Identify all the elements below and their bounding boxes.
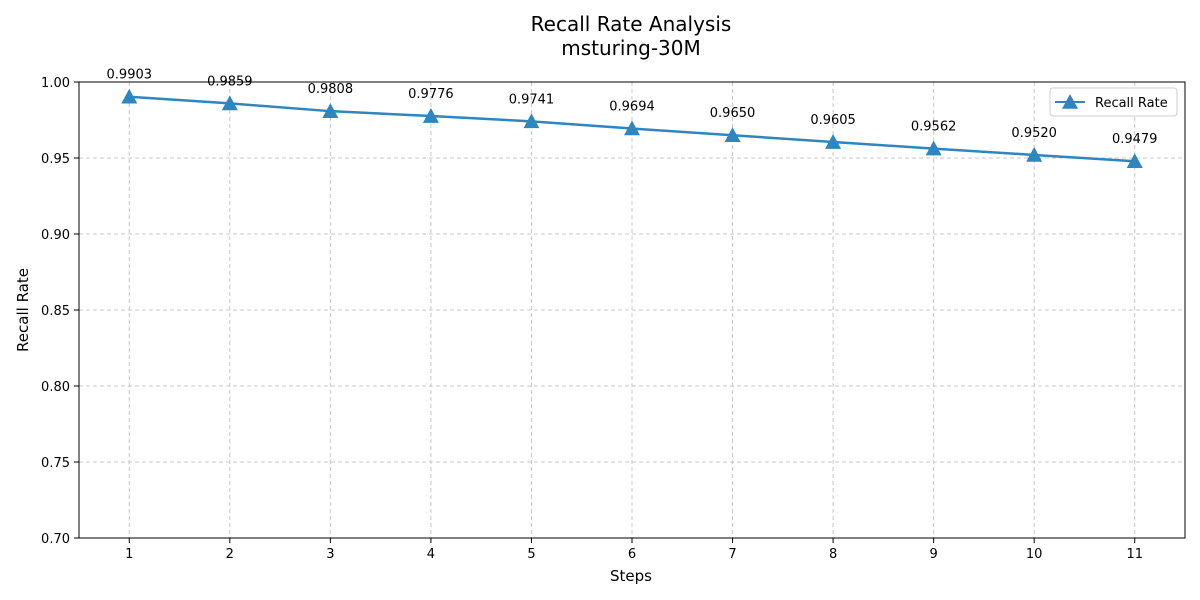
data-point-marker (925, 140, 942, 156)
grid-layer (79, 82, 1185, 538)
data-value-label: 0.9562 (911, 120, 957, 135)
x-tick-label: 6 (628, 547, 636, 562)
x-tick-label: 7 (728, 547, 736, 562)
data-point-marker (221, 95, 238, 111)
legend-label: Recall Rate (1095, 96, 1168, 111)
y-tick-label: 0.90 (41, 228, 70, 243)
data-value-label: 0.9650 (710, 106, 756, 121)
legend-box (1049, 87, 1178, 117)
data-point-marker (724, 127, 741, 142)
legend: Recall Rate (1049, 87, 1178, 117)
x-tick-label: 11 (1126, 547, 1143, 562)
x-tick-label: 8 (829, 547, 837, 562)
x-axis-label: Steps (610, 567, 652, 585)
x-tick-label: 10 (1026, 547, 1043, 562)
data-value-label: 0.9605 (810, 113, 856, 128)
y-tick-label: 0.70 (41, 532, 70, 547)
data-value-label: 0.9776 (408, 87, 454, 102)
data-point-marker (1126, 153, 1143, 168)
x-tick-label: 2 (226, 547, 234, 562)
y-axis-label: Recall Rate (14, 268, 32, 352)
y-tick-label: 0.80 (41, 380, 70, 395)
x-tick-label: 9 (929, 547, 937, 562)
chart-title: Recall Rate Analysis (531, 12, 732, 36)
y-tick-label: 1.00 (41, 76, 70, 91)
y-tick-label: 0.75 (41, 456, 70, 471)
tick-layer: 1 2 3 4 5 6 7 8 9 10 11 0.70 0.75 0.80 0.85 0.90 0.95 1.0… (41, 76, 1143, 562)
data-point-marker (422, 108, 439, 123)
data-point-marker (624, 120, 640, 136)
data-value-label: 0.9520 (1011, 126, 1057, 141)
x-tick-label: 3 (326, 547, 334, 562)
x-tick-label: 1 (125, 547, 133, 562)
plot-area-frame (78, 81, 1186, 539)
data-point-marker (121, 88, 138, 104)
x-tick-label: 4 (427, 547, 435, 562)
data-value-label: 0.9808 (308, 82, 354, 97)
data-point-marker (523, 113, 540, 129)
chart-subtitle: msturing-30M (561, 36, 701, 60)
data-value-label: 0.9694 (609, 100, 655, 115)
y-tick-label: 0.85 (41, 304, 70, 319)
data-value-label: 0.9903 (107, 68, 153, 83)
data-value-label: 0.9741 (509, 92, 555, 107)
legend-triangle-marker (1062, 94, 1078, 109)
data-point-marker (322, 103, 339, 118)
series-layer (121, 88, 1143, 168)
data-point-marker (825, 134, 842, 149)
y-tick-label: 0.95 (41, 152, 70, 167)
data-point-marker (1026, 146, 1043, 162)
data-value-label: 0.9479 (1112, 132, 1158, 147)
x-tick-label: 5 (527, 547, 535, 562)
